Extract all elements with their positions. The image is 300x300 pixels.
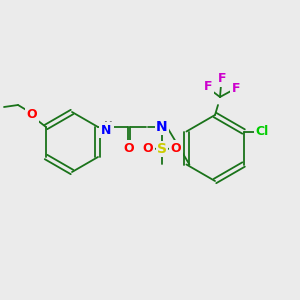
Text: Cl: Cl — [255, 125, 268, 138]
Text: O: O — [171, 142, 181, 154]
Text: F: F — [204, 80, 212, 94]
Text: S: S — [157, 142, 167, 156]
Text: O: O — [124, 142, 134, 154]
Text: O: O — [143, 142, 153, 154]
Text: F: F — [218, 73, 226, 85]
Text: N: N — [156, 120, 168, 134]
Text: N: N — [101, 124, 111, 136]
Text: O: O — [27, 109, 37, 122]
Text: F: F — [232, 82, 240, 95]
Text: H: H — [103, 121, 112, 131]
